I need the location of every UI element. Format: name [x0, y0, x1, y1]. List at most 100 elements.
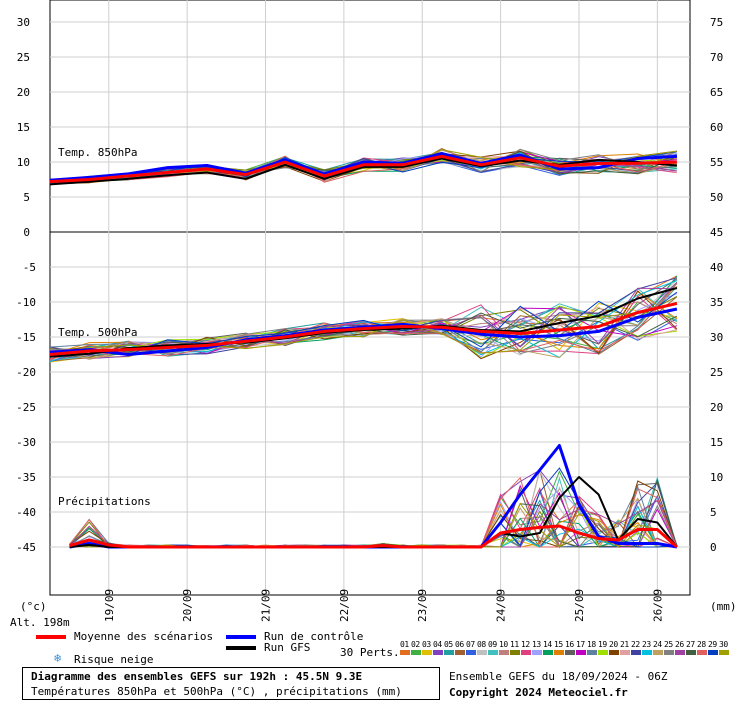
unit-left: (°c)	[20, 600, 47, 613]
legend-gfs-swatch	[226, 646, 256, 650]
pert-number: 24	[653, 640, 662, 649]
x-tick-date: 22/09	[338, 589, 351, 622]
pert-number: 25	[664, 640, 673, 649]
line-precip-series-2	[69, 524, 678, 549]
y-tick-850-right: 70	[710, 51, 723, 64]
pert-swatch	[719, 650, 729, 655]
series-precip-pert-30	[69, 502, 678, 548]
x-tick-date: 26/09	[651, 589, 664, 622]
y-tick-precip-right: 5	[710, 506, 717, 519]
y-tick-850-right: 50	[710, 191, 723, 204]
diagram-subtitle: Températures 850hPa et 500hPa (°C) , pré…	[31, 685, 402, 698]
series-500-pert-28	[49, 283, 678, 361]
pert-swatch	[554, 650, 564, 655]
pert-number: 28	[697, 640, 706, 649]
pert-number: 08	[477, 640, 486, 649]
series-layer	[49, 148, 678, 549]
pert-number: 22	[631, 640, 640, 649]
y-tick-500-left: -10	[16, 296, 36, 309]
panel-500-frame	[49, 231, 691, 596]
y-tick-850-left: 25	[17, 51, 30, 64]
pert-swatch	[598, 650, 608, 655]
pert-swatch	[631, 650, 641, 655]
y-tick-precip-right: 40	[710, 261, 723, 274]
pert-swatch	[455, 650, 465, 655]
pert-number: 09	[488, 640, 497, 649]
series-500-pert-14	[49, 275, 678, 357]
pert-swatch	[400, 650, 410, 655]
pert-swatch	[642, 650, 652, 655]
pert-number: 15	[554, 640, 563, 649]
pert-number: 02	[411, 640, 420, 649]
pert-swatch	[675, 650, 685, 655]
pert-swatch	[488, 650, 498, 655]
y-tick-precip-right: 45	[710, 226, 723, 239]
pert-number: 27	[686, 640, 695, 649]
pert-swatch	[433, 650, 443, 655]
panel-label-500: Temp. 500hPa	[58, 326, 137, 339]
pert-swatch	[422, 650, 432, 655]
y-tick-850-right: 55	[710, 156, 723, 169]
legend-control-swatch	[226, 635, 256, 639]
pert-swatch	[686, 650, 696, 655]
altitude-label: Alt. 198m	[10, 616, 70, 629]
y-tick-850-left: 15	[17, 121, 30, 134]
pert-number: 17	[576, 640, 585, 649]
y-tick-850-left: 0	[23, 226, 30, 239]
pert-number: 23	[642, 640, 651, 649]
pert-swatch	[708, 650, 718, 655]
pert-swatch	[620, 650, 630, 655]
pert-swatch	[664, 650, 674, 655]
pert-number: 12	[521, 640, 530, 649]
y-tick-500-left: -35	[16, 471, 36, 484]
pert-number: 21	[620, 640, 629, 649]
unit-right: (mm)	[710, 600, 737, 613]
pert-number: 05	[444, 640, 453, 649]
snowflake-icon: ❄	[54, 651, 62, 665]
legend-control-label: Run de contrôle	[264, 630, 364, 643]
pert-swatch	[532, 650, 542, 655]
pert-number: 13	[532, 640, 541, 649]
series-500-pert-25	[49, 281, 678, 355]
pert-swatch	[565, 650, 575, 655]
y-tick-500-left: -5	[23, 261, 36, 274]
pert-number: 14	[543, 640, 552, 649]
pert-swatch	[587, 650, 597, 655]
copyright: Copyright 2024 Meteociel.fr	[449, 686, 628, 699]
pert-swatch	[477, 650, 487, 655]
pert-swatch	[543, 650, 553, 655]
pert-swatch	[411, 650, 421, 655]
y-tick-850-right: 75	[710, 16, 723, 29]
title-box: Diagramme des ensembles GEFS sur 192h : …	[22, 667, 440, 700]
y-tick-precip-right: 0	[710, 541, 717, 554]
pert-swatch	[510, 650, 520, 655]
pert-number: 19	[598, 640, 607, 649]
pert-swatch	[521, 650, 531, 655]
legend-snow-label: Risque neige	[74, 653, 154, 666]
pert-number: 30	[719, 640, 728, 649]
line-850-series-2	[49, 154, 677, 184]
pert-number: 06	[455, 640, 464, 649]
legend-mean-label: Moyenne des scénarios	[74, 630, 214, 643]
pert-number: 10	[499, 640, 508, 649]
pert-number: 16	[565, 640, 574, 649]
line-850-series-1	[49, 157, 677, 186]
y-tick-500-left: -15	[16, 331, 36, 344]
line-500-series-2	[49, 301, 678, 356]
pert-swatch	[697, 650, 707, 655]
y-tick-850-left: 10	[17, 156, 30, 169]
y-tick-precip-right: 25	[710, 366, 723, 379]
y-tick-850-left: 20	[17, 86, 30, 99]
pert-number: 11	[510, 640, 519, 649]
pert-number: 03	[422, 640, 431, 649]
x-tick-date: 25/09	[573, 589, 586, 622]
pert-swatch	[499, 650, 509, 655]
series-500-pert-8	[49, 279, 678, 356]
pert-swatch	[653, 650, 663, 655]
line-850-series-0	[49, 152, 677, 182]
y-tick-850-right: 60	[710, 121, 723, 134]
pert-swatch	[466, 650, 476, 655]
y-tick-500-left: -40	[16, 506, 36, 519]
pert-swatch	[609, 650, 619, 655]
